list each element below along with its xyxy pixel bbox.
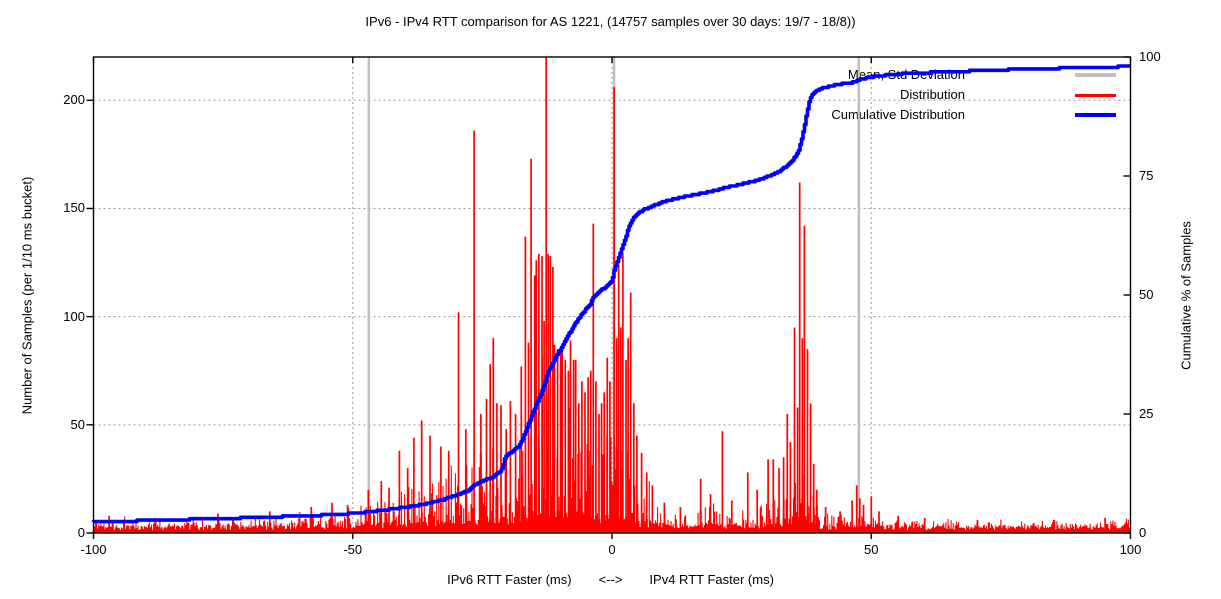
cumulative-line (91, 64, 1131, 524)
y2-tick-label: 50 (1139, 287, 1154, 302)
x-axis-title: IPv6 RTT Faster (ms) <--> IPv4 RTT Faster … (0, 572, 1221, 587)
gridlines-layer (93, 57, 1131, 533)
x-axis-title-ipv4: IPv4 RTT Faster (ms) (649, 572, 774, 587)
x-tick-label: 50 (864, 542, 879, 557)
x-axis-title-arrow: <--> (598, 572, 623, 587)
y1-tick-label: 100 (63, 308, 85, 324)
x-tick-label: 100 (1119, 542, 1142, 557)
axis-ticks (86, 56, 1132, 539)
y2-tick-label: 25 (1139, 406, 1154, 421)
legend-sample-distribution-line (1075, 94, 1116, 97)
legend-item-cumulative: Cumulative Distribution (0, 107, 1120, 123)
y1-tick-label: 150 (63, 200, 85, 216)
y1-tick-label: 50 (70, 416, 85, 432)
y1-tick-label: 0 (77, 525, 85, 540)
y2-tick-label: 0 (1139, 525, 1147, 540)
legend-label-cumulative: Cumulative Distribution (831, 107, 965, 122)
chart-title: IPv6 - IPv4 RTT comparison for AS 1221, … (365, 14, 856, 29)
legend-item-distribution: Distribution (0, 87, 1120, 103)
x-tick-label: -100 (80, 542, 107, 557)
legend-sample-cumulative-line (1075, 113, 1116, 117)
legend-label-distribution: Distribution (899, 87, 965, 102)
x-tick-label: -50 (343, 542, 363, 557)
distribution-spike-bars (108, 57, 1106, 533)
x-tick-label: 0 (608, 542, 616, 557)
y1-axis-title: Number of Samples (per 1/10 ms bucket) (19, 176, 35, 415)
y1-tick-label: 200 (63, 92, 85, 108)
x-axis-title-ipv6: IPv6 RTT Faster (ms) (447, 572, 572, 587)
y2-tick-label: 75 (1139, 168, 1154, 183)
y2-tick-label: 100 (1139, 49, 1161, 64)
legend-sample-mean-std-line (1075, 73, 1116, 77)
